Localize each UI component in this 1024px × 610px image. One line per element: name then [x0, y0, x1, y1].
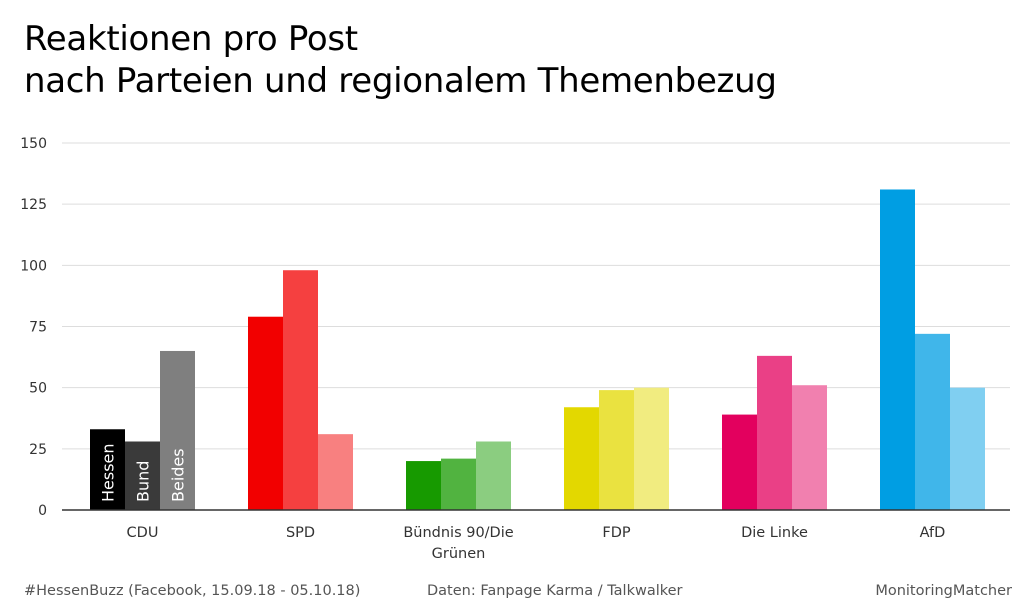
- footer-brand: MonitoringMatcher: [875, 583, 1012, 599]
- category-label: FDP: [602, 525, 631, 541]
- category-label: Grünen: [432, 546, 486, 562]
- series-label: Hessen: [99, 443, 118, 502]
- chart-title: Reaktionen pro Post nach Parteien und re…: [24, 18, 777, 102]
- bar: [722, 414, 757, 510]
- y-tick-label: 150: [20, 136, 47, 152]
- category-label: SPD: [286, 525, 315, 541]
- bar: [160, 350, 195, 510]
- bar: [406, 461, 441, 510]
- bar-chart: 0 25 50 75 100 125 150 Hessen Bund Beides CDU SPD Bü…: [20, 136, 1010, 562]
- category-label: Bündnis 90/Die: [403, 525, 513, 541]
- y-tick-label: 125: [20, 197, 47, 213]
- bar: [915, 333, 950, 510]
- y-tick-label: 0: [38, 503, 47, 519]
- bar: [318, 434, 353, 510]
- bar: [476, 441, 511, 510]
- bar: [880, 189, 915, 510]
- bar: [599, 390, 634, 510]
- category-label: Die Linke: [741, 525, 808, 541]
- bar: [564, 407, 599, 510]
- y-tick-label: 25: [29, 442, 47, 458]
- series-label: Bund: [134, 461, 153, 502]
- chart-title-line-2: nach Parteien und regionalem Themenbezug: [24, 61, 777, 101]
- series-label: Beides: [169, 448, 188, 502]
- y-tick-label: 75: [29, 320, 47, 336]
- bar: [950, 387, 985, 510]
- category-label: CDU: [127, 525, 159, 541]
- bar: [283, 270, 318, 510]
- bar: [248, 316, 283, 510]
- bar: [125, 441, 160, 510]
- category-label: AfD: [920, 525, 946, 541]
- bar: [792, 385, 827, 510]
- bar: [441, 458, 476, 510]
- y-tick-label: 50: [29, 381, 47, 397]
- bar: [90, 429, 125, 510]
- y-tick-label: 100: [20, 258, 47, 274]
- chart-title-line-1: Reaktionen pro Post: [24, 19, 358, 59]
- footer-data-credit: Daten: Fanpage Karma / Talkwalker: [427, 583, 683, 599]
- footer-source-note: #HessenBuzz (Facebook, 15.09.18 - 05.10.…: [24, 583, 361, 599]
- bar: [757, 355, 792, 510]
- bar: [634, 387, 669, 510]
